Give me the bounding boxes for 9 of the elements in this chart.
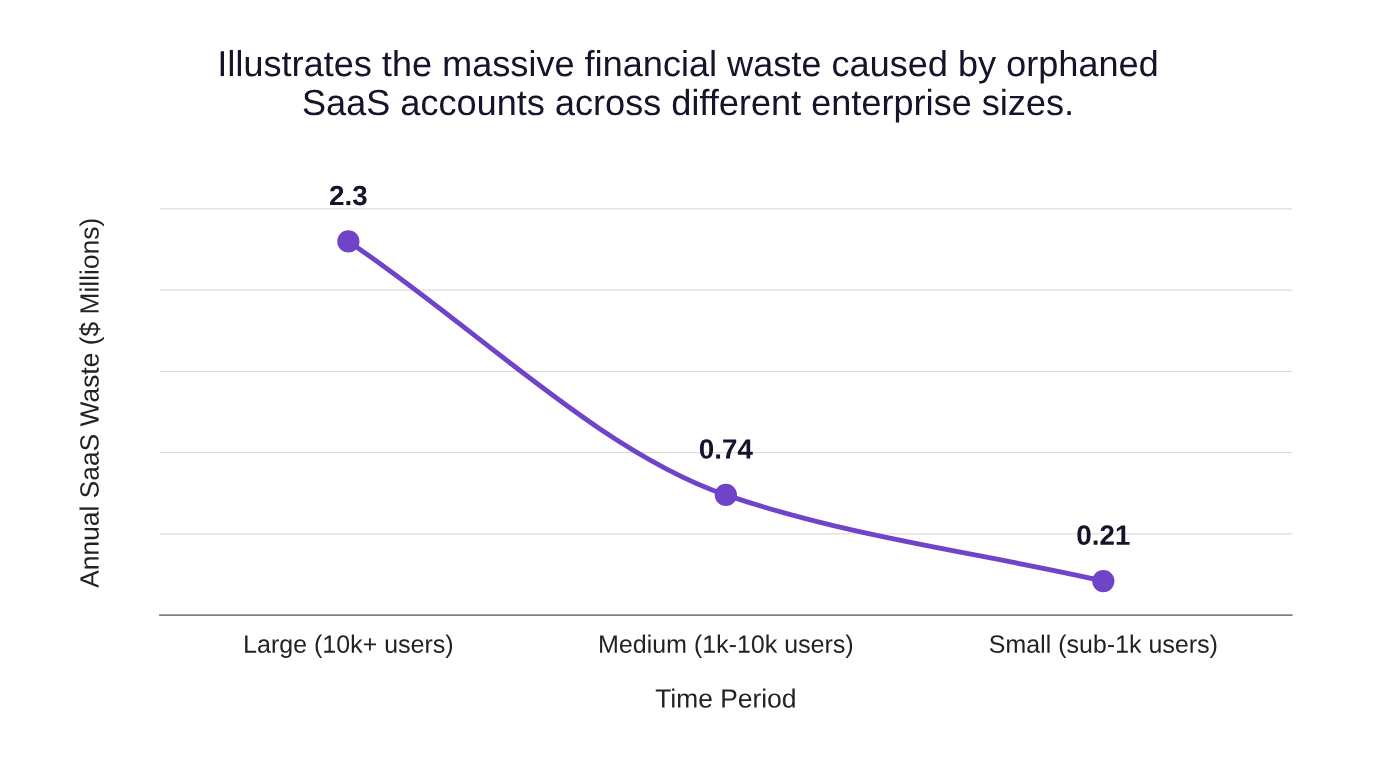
data-label: 0.74 bbox=[699, 439, 753, 459]
data-label: 0.21 bbox=[1077, 525, 1130, 545]
chart-title: Illustrates the massive financial waste caused by orphaned SaaS accounts across different enterprise sizes. bbox=[220, 49, 1157, 123]
x-tick-label: Small (sub-1k users) bbox=[989, 634, 1217, 658]
x-tick-label: Medium (1k-10k users) bbox=[600, 634, 853, 658]
x-axis-title: Time Period bbox=[655, 688, 795, 708]
x-tick-label: Large (10k+ users) bbox=[245, 634, 453, 658]
data-label: 2.3 bbox=[330, 185, 367, 206]
y-axis-title: Annual SaaS Waste ($ Millions) bbox=[79, 219, 105, 588]
